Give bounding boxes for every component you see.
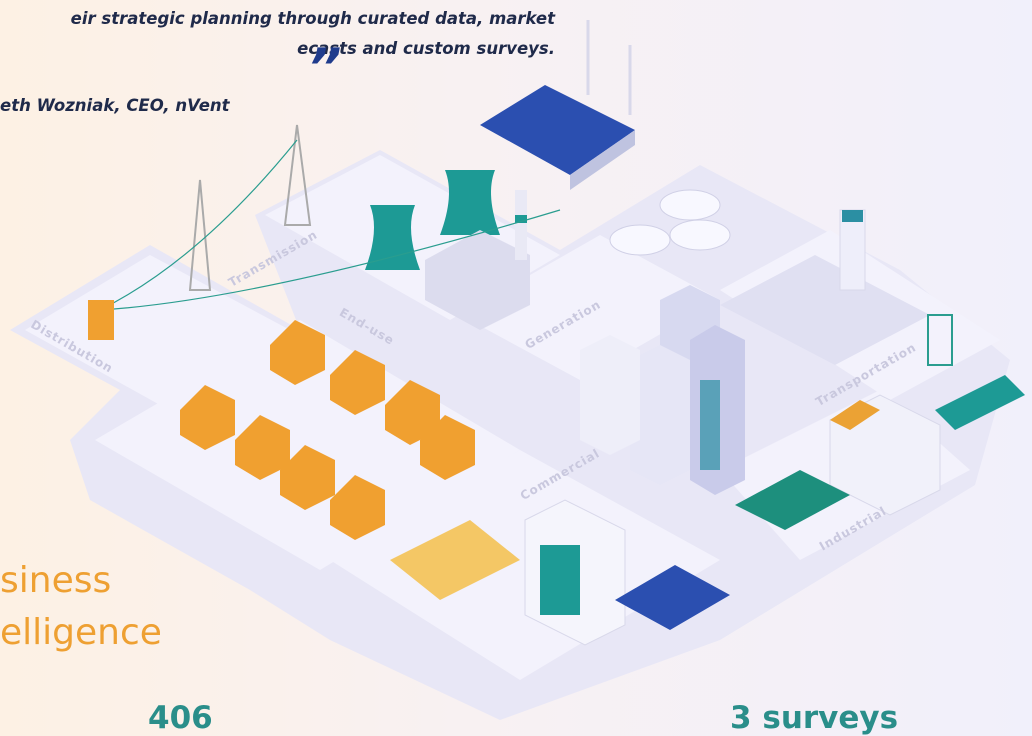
quote-line: eir strategic planning through curated d… [71,9,555,28]
wind-turbines [588,20,630,115]
page: TransmissionDistributionEnd-useGeneratio… [0,0,1032,734]
stat-value: 3 surveys [730,700,898,736]
quote-attribution: eth Wozniak, CEO, nVent [0,96,230,115]
heading-line: elligence [0,612,162,653]
quote-mark: ” [308,42,342,94]
heading-line: siness [0,560,111,601]
stat-value: 406 [148,700,213,736]
solar-field [480,85,635,190]
